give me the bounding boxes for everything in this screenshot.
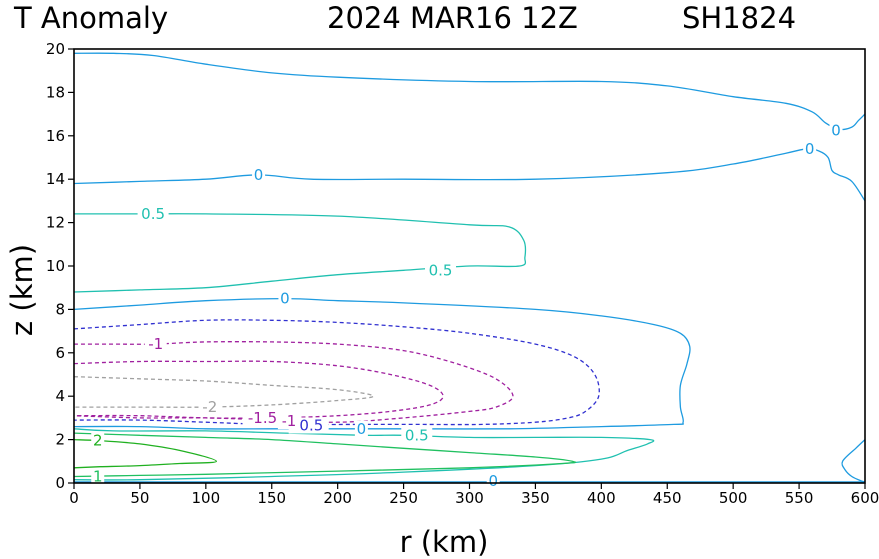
contour-line-level-1 [73,432,577,478]
y-tick-label: 8 [55,300,65,318]
y-tick-label: 10 [46,257,65,275]
x-tick-label: 0 [69,489,79,507]
contour-line-level-0 [73,148,866,202]
x-tick-label: 200 [323,489,352,507]
contour-label: -0.5 [294,416,323,434]
y-tick-label: 2 [55,431,65,449]
contour-label: 0.5 [141,205,165,223]
chart-title: T Anomaly 2024 MAR16 12Z SH1824 [13,1,796,35]
contour-label-background [829,122,843,139]
x-tick-label: 450 [653,489,682,507]
contour-label: 0.5 [405,426,429,444]
contour-label-background [144,336,167,353]
contour-line-level-0_5 [73,428,655,481]
contour-label: 0 [280,290,290,308]
y-tick-label: 14 [46,170,65,188]
contour-label-background [242,409,283,426]
x-axis: 0 50 100 150 200 250 300 350 400 450 500 550 600 [69,483,879,507]
title-variable: T Anomaly [13,1,168,35]
x-tick-label: 300 [455,489,484,507]
x-tick-label: 600 [851,489,879,507]
x-tick-label: 350 [521,489,550,507]
contour-label: 0 [805,140,815,158]
contour-label: -2 [202,398,217,416]
x-tick-label: 400 [587,489,616,507]
contour-label: 2 [93,432,103,450]
contour-label: -1 [148,335,163,353]
contour-line-level--1 [73,341,514,423]
contour-line-level-2 [73,438,218,469]
x-tick-label: 50 [130,489,149,507]
x-axis-label: r (km) [400,525,489,559]
x-tick-label: 500 [719,489,748,507]
x-tick-label: 550 [785,489,814,507]
contour-label: 0 [254,166,264,184]
contour-line-level--2 [73,376,374,408]
contour-label-background [424,262,456,279]
contour-label-background [401,427,433,444]
title-storm-id: SH1824 [682,1,796,35]
contour-label-background [278,290,292,307]
contour-label-background [137,205,169,222]
x-tick-label: 250 [389,489,418,507]
contour-line-level-0_5 [73,213,527,293]
contour-line-level-0 [73,52,866,131]
contour-label-background [354,420,368,437]
contour-label: 0.5 [429,261,453,279]
title-datetime: 2024 MAR16 12Z [327,1,578,35]
y-tick-label: 18 [46,83,65,101]
x-tick-label: 100 [192,489,221,507]
contour-label-background [277,413,300,430]
y-tick-label: 0 [55,474,65,492]
contour-label: 0 [357,420,367,438]
contour-label: 1 [93,467,103,485]
contour-label-background [803,140,817,157]
contour-label-background [91,468,105,485]
y-axis: 0 2 4 6 8 10 12 14 16 18 20 [46,40,74,492]
y-tick-label: 12 [46,214,65,232]
x-tick-label: 150 [257,489,286,507]
contour-line-level--1_5 [73,360,444,419]
y-tick-label: 20 [46,40,65,58]
y-tick-label: 4 [55,387,65,405]
contour-line-level-0 [73,297,691,430]
contour-lines [73,52,866,483]
contour-label: 0 [831,121,841,139]
y-axis-label: z (km) [5,244,39,336]
contour-label: -1 [281,412,296,430]
y-tick-label: 6 [55,344,65,362]
contour-line-level-0 [841,439,866,483]
contour-label: -1.5 [248,409,277,427]
y-tick-label: 16 [46,127,65,145]
contour-label-background [252,166,266,183]
contour-label: 0 [488,472,498,490]
contour-label-background [198,399,221,416]
contour-label-background [486,472,500,489]
contour-label-background [91,432,105,449]
